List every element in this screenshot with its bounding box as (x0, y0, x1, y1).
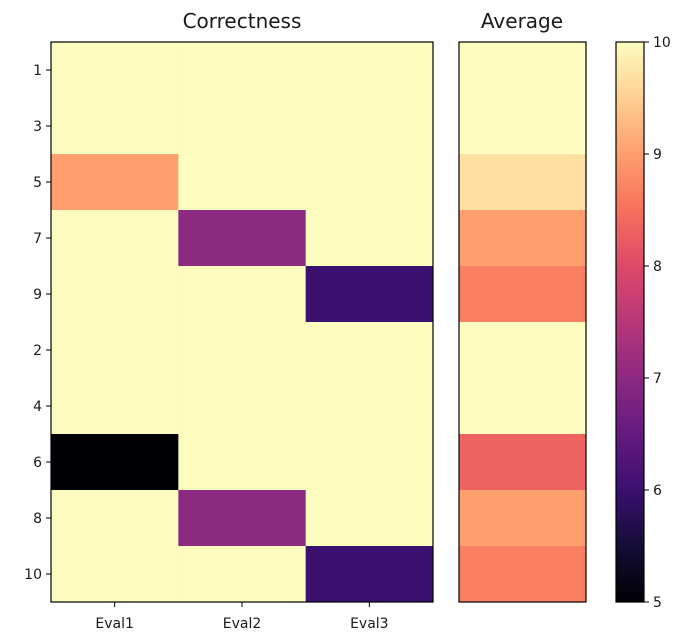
average-cell (459, 266, 586, 323)
heatmap-cell (305, 98, 434, 155)
heatmap-cell (305, 42, 434, 99)
heatmap-cell (305, 154, 434, 211)
colorbar-tick-label: 10 (653, 35, 671, 51)
heatmap-cell (178, 98, 307, 155)
average-heatmap (459, 42, 586, 603)
heatmap-cell (51, 42, 179, 99)
average-title: Average (481, 9, 563, 33)
heatmap-cell (178, 434, 307, 491)
heatmap-cell (51, 322, 179, 379)
y-tick-label: 2 (33, 343, 42, 359)
y-tick-label: 9 (33, 287, 42, 303)
x-tick-label: Eval2 (223, 616, 262, 632)
average-frame (458, 41, 587, 603)
heatmap-cell (51, 154, 179, 211)
y-tick-label: 8 (33, 511, 42, 527)
heatmap-cell (178, 378, 307, 435)
y-tick-label: 1 (33, 63, 42, 79)
heatmap-cell (51, 98, 179, 155)
heatmap-cell (305, 490, 434, 547)
heatmap-cell (178, 322, 307, 379)
heatmap-cell (305, 322, 434, 379)
colorbar-tick-label: 7 (653, 371, 662, 387)
average-cell (459, 322, 586, 379)
average-cell (459, 98, 586, 155)
correctness-heatmap (51, 42, 434, 603)
average-cell (459, 546, 586, 603)
heatmap-cell (305, 210, 434, 267)
heatmap-cell (51, 490, 179, 547)
heatmap-cell (178, 546, 307, 603)
colorbar-frame (615, 41, 645, 603)
average-cell (459, 378, 586, 435)
average-cell (459, 210, 586, 267)
heatmap-cell (51, 210, 179, 267)
heatmap-cell (51, 434, 179, 491)
colorbar-tick-label: 8 (653, 259, 662, 275)
colorbar-axis: 5 6 7 8 9 10 (644, 35, 671, 611)
average-cell (459, 434, 586, 491)
average-cell (459, 42, 586, 99)
y-tick-label: 4 (33, 399, 42, 415)
heatmap-cell (178, 490, 307, 547)
correctness-title: Correctness (183, 9, 302, 33)
heatmap-cell (305, 378, 434, 435)
colorbar-tick-label: 6 (653, 483, 662, 499)
heatmap-cell (178, 210, 307, 267)
heatmap-cell (305, 546, 434, 603)
average-cell (459, 154, 586, 211)
heatmap-cell (51, 378, 179, 435)
heatmap-cell (305, 434, 434, 491)
colorbar-tick-label: 5 (653, 595, 662, 611)
y-tick-label: 7 (33, 231, 42, 247)
x-tick-label: Eval3 (350, 616, 389, 632)
heatmap-cell (51, 546, 179, 603)
heatmap-cell (178, 266, 307, 323)
heatmap-cell (305, 266, 434, 323)
y-axis: 1 3 5 7 9 2 4 6 8 10 (24, 63, 51, 583)
colorbar-tick-label: 9 (653, 147, 662, 163)
y-tick-label: 10 (24, 567, 42, 583)
x-tick-label: Eval1 (95, 616, 134, 632)
heatmap-cell (178, 154, 307, 211)
colorbar (616, 42, 644, 602)
y-tick-label: 6 (33, 455, 42, 471)
heatmap-cell (178, 42, 307, 99)
y-tick-label: 5 (33, 175, 42, 191)
x-axis: Eval1 Eval2 Eval3 (95, 602, 389, 632)
average-cell (459, 490, 586, 547)
y-tick-label: 3 (33, 119, 42, 135)
heatmap-cell (51, 266, 179, 323)
